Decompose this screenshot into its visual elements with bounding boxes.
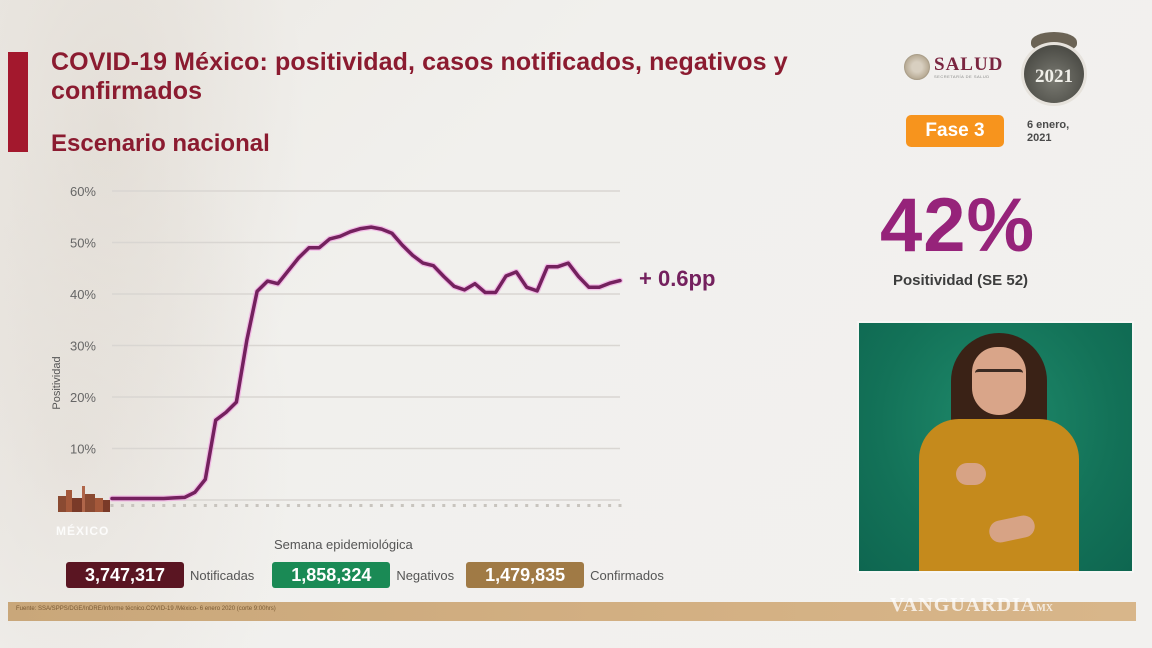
interpreter-face [972,347,1026,415]
stat-negativos-value: 1,858,324 [272,562,391,588]
watermark-text: VANGUARDIA [890,594,1037,616]
positivity-change-annotation: + 0.6pp [639,266,716,291]
x-axis-ticks [110,504,622,507]
source-text: Fuente: SSA/SPPS/DGE/InDRE/Informe técni… [16,606,276,612]
svg-text:50%: 50% [70,236,96,251]
x-axis-label: Semana epidemiológica [274,537,413,552]
y-axis-ticks: 10% 20% 30% 40% 50% 60% [70,184,96,457]
svg-text:30%: 30% [70,339,96,354]
interpreter-body [919,419,1079,571]
city-skyline-icon [58,486,110,512]
interpreter-hand-left [956,463,986,485]
stat-notificadas-label: Notificadas [190,567,255,583]
national-seal-icon [904,54,930,80]
mexico-side-logo: MÉXICO [56,524,110,538]
stat-negativos-label: Negativos [396,567,455,583]
positivity-line-glow [109,224,623,502]
salud-logo-subtext: SECRETARÍA DE SALUD [934,74,990,79]
stat-confirmados-value: 1,479,835 [466,562,585,588]
page-subtitle: Escenario nacional [51,130,270,157]
chart-gridlines [112,190,620,501]
svg-text:20%: 20% [70,390,96,405]
salud-logo-text: SALUD [934,54,1004,75]
vanguardia-watermark: VANGUARDIAMX [890,594,1053,617]
report-date: 6 enero, 2021 [1027,119,1069,145]
fase-badge: Fase 3 [906,115,1004,147]
source-footer: Fuente: SSA/SPPS/DGE/InDRE/Informe técni… [8,602,1136,621]
svg-text:10%: 10% [70,442,96,457]
salud-logo: SALUD SECRETARÍA DE SALUD [904,54,1003,80]
positivity-line [110,225,622,501]
positivity-line-chart: 10% 20% 30% 40% 50% 60% Positividad [51,184,623,507]
stats-row: 3,747,317 Notificadas 1,858,324 Negativo… [66,562,664,588]
y-axis-label: Positividad [51,356,63,409]
year-badge-text: 2021 [1035,66,1073,87]
stat-confirmados-label: Confirmados [590,567,664,583]
year-2021-badge: 2021 [1021,32,1087,106]
interpreter-glasses-icon [975,369,1023,381]
report-date-line1: 6 enero, [1027,119,1070,131]
kpi-positivity-label: Positividad (SE 52) [893,272,1029,289]
title-accent-bar [8,52,28,152]
report-date-line2: 2021 [1027,132,1052,144]
sign-language-interpreter-video [857,321,1134,573]
kpi-positivity-value: 42% [880,183,1036,268]
stat-notificadas-value: 3,747,317 [66,562,184,588]
page-title: COVID-19 México: positividad, casos noti… [51,48,788,105]
svg-text:40%: 40% [70,287,96,302]
svg-text:60%: 60% [70,184,96,199]
watermark-suffix: MX [1036,603,1053,614]
